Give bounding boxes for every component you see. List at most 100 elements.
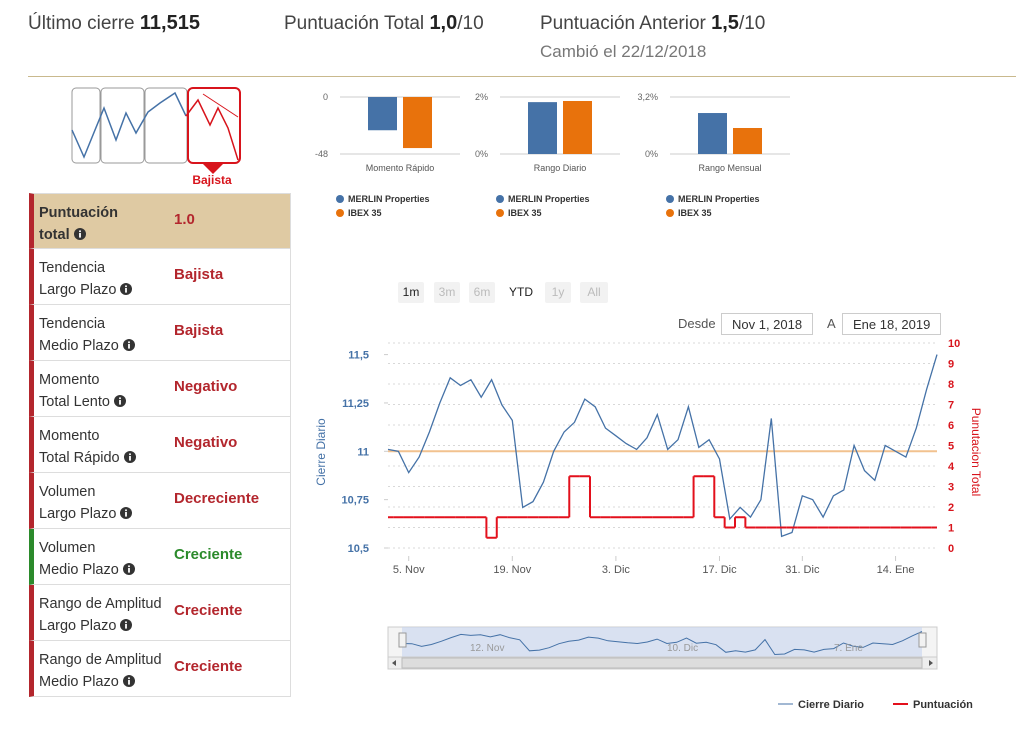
y-tick-label: 3,2%: [637, 92, 658, 102]
label-text: Total Rápido: [39, 450, 120, 466]
label: Puntuación Total: [284, 13, 425, 34]
changed-date: Cambió el 22/12/2018: [540, 42, 707, 61]
y2-tick-label: 10: [948, 338, 960, 350]
trend-icon: Bajista: [71, 87, 241, 187]
row-label: Tendencia Medio Plazo: [39, 313, 135, 357]
y-axis-title: Cierre Diario: [314, 418, 328, 486]
y-tick-label: 11: [357, 446, 369, 458]
label-line: Medio Plazo: [39, 559, 135, 581]
y2-tick-label: 3: [948, 482, 954, 494]
info-icon[interactable]: [120, 283, 133, 295]
y-tick-label: 0%: [645, 149, 658, 159]
label-text: Total Lento: [39, 394, 110, 410]
range-button[interactable]: 3m: [434, 282, 460, 303]
legend-swatch: [496, 195, 504, 203]
score-row: Tendencia Medio Plazo Bajista: [29, 305, 291, 361]
info-icon[interactable]: [123, 451, 136, 463]
range-button[interactable]: YTD: [504, 282, 538, 303]
legend-swatch: [336, 195, 344, 203]
row-label: Volumen Largo Plazo: [39, 481, 133, 525]
y2-tick-label: 2: [948, 502, 954, 514]
row-value: Creciente: [174, 546, 243, 563]
row-label: Rango de Amplitud Largo Plazo: [39, 593, 162, 637]
info-icon[interactable]: [120, 507, 133, 519]
bar: [403, 97, 432, 149]
info-icon[interactable]: [122, 339, 135, 351]
trend-arrow: [202, 93, 239, 118]
row-value: Negativo: [174, 434, 238, 451]
label-line: Tendencia: [39, 313, 135, 335]
score-row: Volumen Medio Plazo Creciente: [29, 529, 291, 585]
info-icon[interactable]: [120, 619, 133, 631]
row-value: Creciente: [174, 658, 243, 675]
label-line: Largo Plazo: [39, 503, 133, 525]
range-button[interactable]: All: [580, 282, 608, 303]
row-value: Negativo: [174, 378, 238, 395]
range-button[interactable]: 1y: [545, 282, 571, 303]
navigator-handle[interactable]: [918, 632, 927, 648]
trend-label: Bajista: [192, 173, 232, 187]
navigator-mask: [402, 627, 922, 657]
label-text: Momento: [39, 372, 100, 388]
label-text: Largo Plazo: [39, 506, 117, 522]
bar: [733, 127, 762, 154]
divider: [28, 76, 1016, 77]
y-tick-label: 10,75: [341, 495, 369, 507]
y-tick-label: -48: [315, 149, 328, 159]
label-line: Rango de Amplitud: [39, 649, 162, 671]
label-line: Total Rápido: [39, 447, 136, 469]
row-value: Decreciente: [174, 490, 260, 507]
y2-tick-label: 9: [948, 359, 954, 371]
total-score: Puntuación Total 1,0/10: [284, 12, 484, 35]
x-tick-label: 3. Dic: [602, 564, 631, 576]
label-text: Medio Plazo: [39, 562, 119, 578]
y2-tick-label: 6: [948, 420, 954, 432]
score-table: Puntuación total 1.0 Tendencia Largo Plazo Ba…: [29, 193, 291, 697]
info-icon[interactable]: [73, 228, 86, 240]
info-icon[interactable]: [122, 675, 135, 687]
max: /10: [457, 13, 484, 34]
x-tick-label: 14. Ene: [877, 564, 915, 576]
x-tick-label: 31. Dic: [785, 564, 820, 576]
y-tick-label: 0%: [475, 149, 488, 159]
score-row: Volumen Largo Plazo Decreciente: [29, 473, 291, 529]
box: [71, 87, 101, 164]
legend-swatch: [666, 209, 674, 217]
row-label: Rango de Amplitud Medio Plazo: [39, 649, 162, 693]
y2-tick-label: 5: [948, 441, 954, 453]
range-button[interactable]: 1m: [398, 282, 424, 303]
y2-axis-title: Punutacion Total: [969, 408, 983, 497]
info-icon[interactable]: [113, 395, 126, 407]
legend-label: MERLIN Properties: [508, 194, 590, 204]
row-value: Bajista: [174, 266, 224, 283]
legend-label: Cierre Diario: [798, 699, 864, 711]
label-line: Medio Plazo: [39, 335, 135, 357]
from-input[interactable]: Nov 1, 2018: [721, 313, 814, 335]
row-value: 1.0: [174, 211, 195, 228]
navigator-handle[interactable]: [398, 632, 407, 648]
y2-tick-label: 8: [948, 379, 954, 391]
x-tick-label: 19. Nov: [493, 564, 531, 576]
label-line: Largo Plazo: [39, 615, 162, 637]
score-row: Puntuación total 1.0: [29, 193, 291, 249]
legend-label: IBEX 35: [348, 208, 382, 218]
legend-label: MERLIN Properties: [678, 194, 760, 204]
legend-swatch: [496, 209, 504, 217]
x-tick-label: Momento Rápido: [366, 163, 435, 173]
to-input[interactable]: Ene 18, 2019: [842, 313, 942, 335]
info-icon[interactable]: [122, 563, 135, 575]
label-text: Medio Plazo: [39, 338, 119, 354]
last-close: Último cierre 11,515: [28, 12, 200, 35]
range-button[interactable]: 6m: [469, 282, 495, 303]
x-tick-label: Rango Diario: [534, 163, 587, 173]
label-text: Puntuación: [39, 205, 118, 221]
bar: [368, 97, 397, 131]
label-line: Tendencia: [39, 257, 132, 279]
navigator-label: 10. Dic: [667, 643, 698, 654]
navigator-label: 12. Nov: [470, 643, 504, 654]
label-line: Puntuación: [39, 202, 118, 224]
label-text: total: [39, 227, 70, 243]
legend-label: Puntuación: [913, 699, 973, 711]
label-text: Volumen: [39, 540, 96, 556]
navigator-label: 7. Ene: [834, 643, 863, 654]
